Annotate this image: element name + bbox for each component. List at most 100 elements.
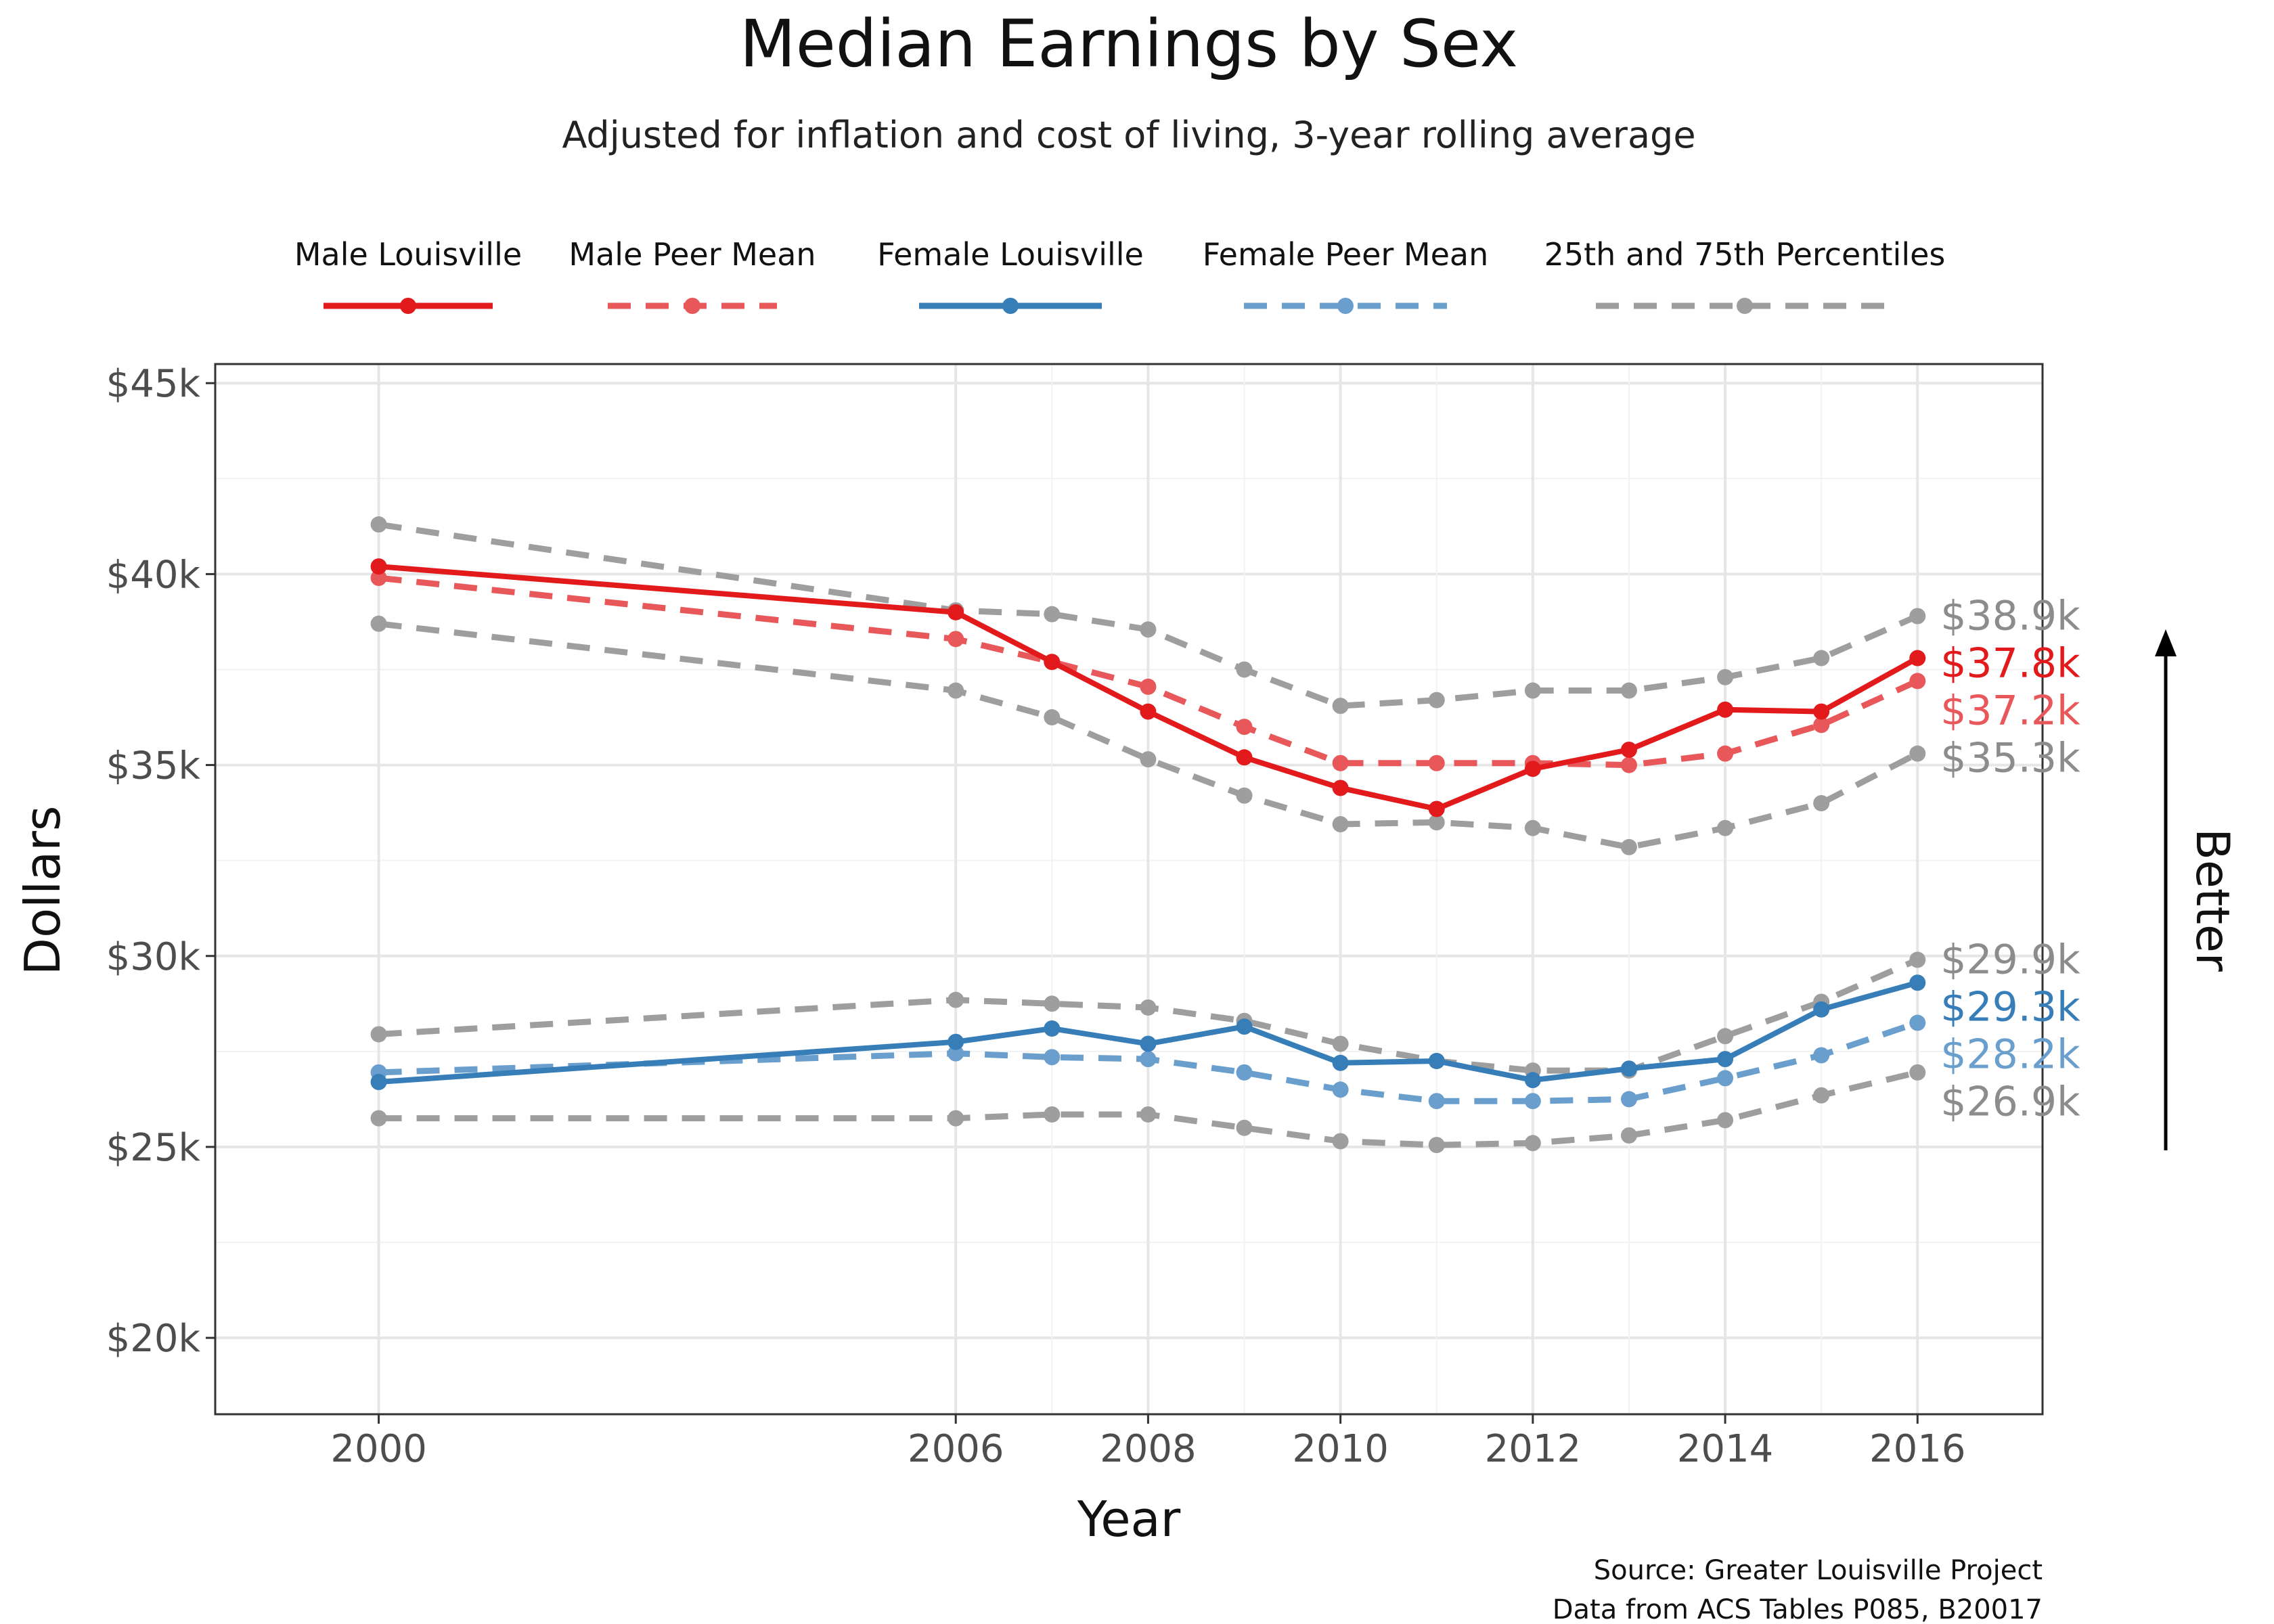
series-7: [370, 1064, 1926, 1154]
data-point: [1044, 1106, 1061, 1123]
data-point: [370, 1074, 387, 1091]
data-point: [1620, 838, 1637, 855]
legend-item: Female Peer Mean: [1203, 236, 1489, 314]
legend-label: Female Peer Mean: [1203, 236, 1489, 273]
legend-marker: [400, 298, 416, 314]
legend-label: Male Peer Mean: [568, 236, 816, 273]
data-point: [1140, 1035, 1157, 1052]
legend: Male Louisville Male Peer Mean Female Loui…: [294, 236, 1946, 314]
data-point: [1428, 1093, 1445, 1110]
end-value-label: $35.3k: [1940, 734, 2080, 782]
series-line: [378, 574, 1919, 769]
data-point: [1813, 1087, 1830, 1104]
data-point: [1717, 1051, 1734, 1068]
x-tick-label: 2010: [1292, 1427, 1389, 1471]
end-value-label: $38.9k: [1940, 592, 2080, 639]
data-point: [948, 604, 964, 621]
end-value-label: $26.9k: [1940, 1078, 2080, 1125]
data-point: [1717, 1028, 1734, 1045]
x-tick-label: 2000: [330, 1427, 427, 1471]
data-point: [1620, 1127, 1637, 1144]
data-point: [1428, 692, 1445, 708]
y-tick-label: $45k: [106, 362, 201, 406]
end-value-label: $29.3k: [1940, 983, 2080, 1031]
y-axis-title: Dollars: [14, 806, 71, 976]
legend-marker: [1002, 298, 1019, 314]
data-point: [1909, 673, 1926, 690]
data-point: [1813, 1047, 1830, 1064]
series-line: [378, 980, 1919, 1085]
data-point: [1813, 717, 1830, 734]
data-point: [1140, 1051, 1157, 1068]
end-labels: $38.9k$37.8k$37.2k$35.3k $29.9k$29.3k$28.…: [1940, 592, 2080, 1125]
data-point: [1909, 745, 1926, 762]
legend-label: 25th and 75th Percentiles: [1544, 236, 1946, 273]
data-point: [1236, 1064, 1253, 1081]
x-tick-label: 2008: [1100, 1427, 1197, 1471]
data-point: [1524, 1072, 1541, 1089]
data-point: [1044, 1049, 1061, 1066]
data-point: [1332, 1035, 1349, 1052]
end-value-label: $37.8k: [1940, 639, 2080, 687]
data-point: [1524, 761, 1541, 777]
series-1: [370, 570, 1926, 773]
chart-title: Median Earnings by Sex: [740, 6, 1518, 82]
y-tick-label: $35k: [106, 744, 201, 788]
better-arrow-head: [2155, 629, 2177, 656]
data-point: [370, 615, 387, 632]
data-point: [1717, 1070, 1734, 1087]
data-point: [1813, 703, 1830, 720]
data-point: [1428, 1137, 1445, 1154]
data-point: [1428, 1052, 1445, 1069]
series-line: [378, 957, 1919, 1074]
legend-item: Female Louisville: [877, 236, 1144, 314]
data-point: [1813, 795, 1830, 812]
data-point: [948, 991, 964, 1008]
y-tick-label: $20k: [106, 1317, 201, 1361]
data-point: [1524, 819, 1541, 836]
legend-label: Male Louisville: [294, 236, 522, 273]
legend-marker: [1337, 298, 1354, 314]
data-point: [1236, 787, 1253, 804]
data-point: [1909, 1064, 1926, 1081]
data-point: [1044, 995, 1061, 1012]
data-point: [1332, 698, 1349, 715]
data-point: [1140, 678, 1157, 695]
data-point: [1620, 742, 1637, 759]
data-point: [948, 682, 964, 699]
x-tick-label: 2006: [908, 1427, 1004, 1471]
data-point: [370, 516, 387, 533]
end-value-label: $37.2k: [1940, 687, 2080, 734]
data-point: [1236, 661, 1253, 678]
axes: $20k $25k $30k $35k $40k $45k 2000 2006 2008 2010…: [106, 362, 1966, 1471]
data-point: [1140, 621, 1157, 638]
data-point: [1140, 703, 1157, 720]
data-point: [1524, 1093, 1541, 1110]
data-point: [370, 1110, 387, 1127]
data-point: [1236, 1018, 1253, 1035]
data-point: [1717, 1112, 1734, 1129]
x-tick-label: 2012: [1485, 1427, 1582, 1471]
data-point: [1332, 816, 1349, 833]
data-point: [1813, 1001, 1830, 1018]
y-tick-label: $40k: [106, 553, 201, 597]
data-point: [370, 570, 387, 587]
data-point: [1332, 1081, 1349, 1098]
data-point: [1044, 1020, 1061, 1037]
data-point: [948, 631, 964, 648]
data-point: [1620, 1060, 1637, 1077]
data-point: [1140, 1106, 1157, 1123]
grid-lines: [215, 364, 2043, 1414]
source-line-2: Data from ACS Tables P085, B20017: [1553, 1594, 2043, 1624]
data-point: [1044, 654, 1061, 671]
data-point: [1620, 757, 1637, 773]
y-tick-label: $30k: [106, 935, 201, 979]
x-axis-title: Year: [1077, 1491, 1181, 1548]
data-point: [1428, 754, 1445, 771]
data-point: [1236, 719, 1253, 736]
legend-item: Male Louisville: [294, 236, 522, 314]
legend-item: Male Peer Mean: [568, 236, 816, 314]
data-point: [1332, 1054, 1349, 1071]
series-line: [378, 1020, 1919, 1104]
